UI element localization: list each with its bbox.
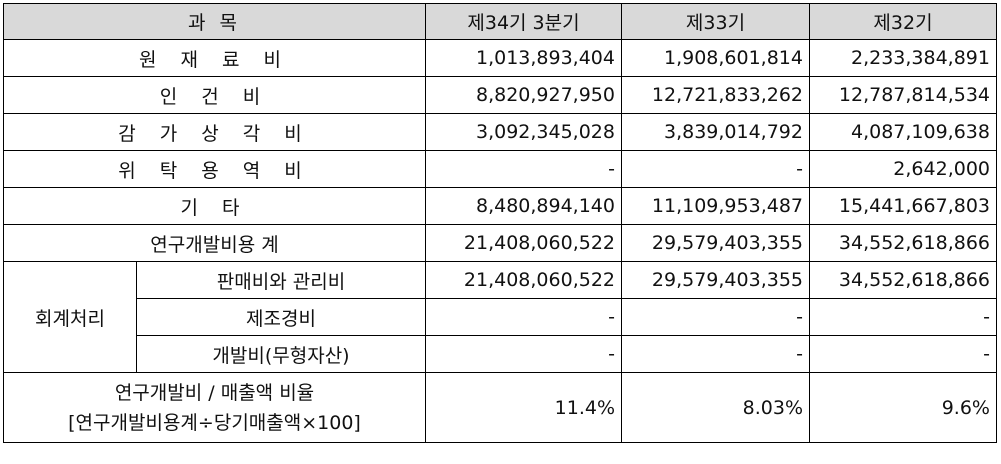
cell-value: 11.4% xyxy=(425,372,622,443)
cell-value: 3,092,345,028 xyxy=(425,113,622,151)
cell-value: 15,441,667,803 xyxy=(809,187,997,225)
header-subject: 과 목 xyxy=(3,3,426,40)
row-label-other: 기 타 xyxy=(3,187,426,225)
cell-value: 12,787,814,534 xyxy=(809,76,997,114)
cell-value: - xyxy=(425,335,622,373)
row-label-manufacturing: 제조경비 xyxy=(136,298,426,336)
cell-value: - xyxy=(809,335,997,373)
table-row: 위 탁 용 역 비 - - 2,642,000 xyxy=(3,150,997,188)
header-row: 과 목 제34기 3분기 제33기 제32기 xyxy=(3,3,997,40)
cell-value: - xyxy=(425,298,622,336)
cell-value: 8,820,927,950 xyxy=(425,76,622,114)
row-label-rd-total: 연구개발비용 계 xyxy=(3,224,426,262)
cell-value: 29,579,403,355 xyxy=(621,261,810,299)
cell-value: 3,839,014,792 xyxy=(621,113,810,151)
cell-value: - xyxy=(809,298,997,336)
table-row: 회계처리 판매비와 관리비 21,408,060,522 29,579,403,… xyxy=(3,261,997,373)
header-period-34q3: 제34기 3분기 xyxy=(425,3,622,40)
table-row: 개발비(무형자산) - - - xyxy=(4,335,997,373)
ratio-label-line2: [연구개발비용계÷당기매출액×100] xyxy=(68,411,361,434)
cell-value: 8.03% xyxy=(621,372,810,443)
row-label-dev-cost: 개발비(무형자산) xyxy=(136,335,426,373)
table-row: 감 가 상 각 비 3,092,345,028 3,839,014,792 4,… xyxy=(3,113,997,151)
cell-value: 1,908,601,814 xyxy=(621,39,810,77)
ratio-label-line1: 연구개발비 / 매출액 비율 xyxy=(114,381,315,404)
table-row-ratio: 연구개발비 / 매출액 비율 [연구개발비용계÷당기매출액×100] 11.4%… xyxy=(3,372,997,443)
row-label-raw-materials: 원 재 료 비 xyxy=(3,39,426,77)
cell-value: 2,233,384,891 xyxy=(809,39,997,77)
table-row: 원 재 료 비 1,013,893,404 1,908,601,814 2,23… xyxy=(3,39,997,77)
table-row: 제조경비 - - - xyxy=(4,298,997,336)
cell-value: - xyxy=(621,150,810,188)
table-row: 인 건 비 8,820,927,950 12,721,833,262 12,78… xyxy=(3,76,997,114)
row-label-depreciation: 감 가 상 각 비 xyxy=(3,113,426,151)
header-period-33: 제33기 xyxy=(621,3,810,40)
group-label-accounting: 회계처리 xyxy=(3,261,137,373)
table-row: 기 타 8,480,894,140 11,109,953,487 15,441,… xyxy=(3,187,997,225)
cell-value: 11,109,953,487 xyxy=(621,187,810,225)
cell-value: - xyxy=(621,298,810,336)
cell-value: 2,642,000 xyxy=(809,150,997,188)
cell-value: 21,408,060,522 xyxy=(425,224,622,262)
cell-value: 9.6% xyxy=(809,372,997,443)
row-label-outsourcing: 위 탁 용 역 비 xyxy=(3,150,426,188)
cell-value: - xyxy=(425,150,622,188)
cell-value: - xyxy=(621,335,810,373)
header-period-32: 제32기 xyxy=(809,3,997,40)
cell-value: 29,579,403,355 xyxy=(621,224,810,262)
cell-value: 1,013,893,404 xyxy=(425,39,622,77)
cell-value: 34,552,618,866 xyxy=(809,261,997,299)
cell-value: 34,552,618,866 xyxy=(809,224,997,262)
cell-value: 8,480,894,140 xyxy=(425,187,622,225)
rd-expense-table: 과 목 제34기 3분기 제33기 제32기 원 재 료 비 1,013,893… xyxy=(3,3,997,443)
cell-value: 4,087,109,638 xyxy=(809,113,997,151)
row-label-labor: 인 건 비 xyxy=(3,76,426,114)
table-row-total: 연구개발비용 계 21,408,060,522 29,579,403,355 3… xyxy=(3,224,997,262)
cell-value: 12,721,833,262 xyxy=(621,76,810,114)
cell-value: 21,408,060,522 xyxy=(425,261,622,299)
row-label-sga: 판매비와 관리비 xyxy=(136,261,426,299)
row-label-ratio: 연구개발비 / 매출액 비율 [연구개발비용계÷당기매출액×100] xyxy=(3,372,426,443)
